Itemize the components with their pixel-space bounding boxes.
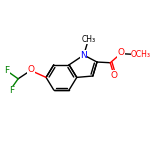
Text: CH₃: CH₃ [82,35,96,43]
Text: F: F [9,86,14,95]
Text: N: N [80,51,87,60]
Text: O: O [117,48,124,57]
Text: OCH₃: OCH₃ [131,50,151,59]
Text: O: O [27,65,34,74]
Text: F: F [4,66,10,75]
Text: O: O [110,71,117,80]
